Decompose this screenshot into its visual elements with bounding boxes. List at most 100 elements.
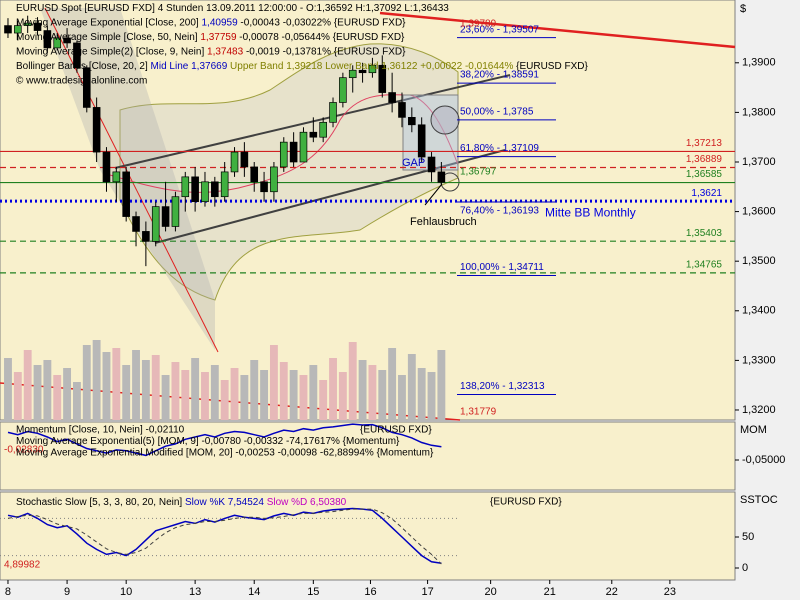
value-marker: -0,02830 bbox=[4, 445, 44, 456]
candle-body bbox=[23, 22, 32, 26]
level-note: Mitte BB Monthly bbox=[545, 205, 636, 219]
volume-bar bbox=[289, 370, 298, 420]
candle-body bbox=[368, 64, 377, 74]
volume-bar bbox=[269, 345, 278, 420]
x-tick-label: 23 bbox=[664, 586, 676, 598]
volume-bar bbox=[210, 365, 219, 420]
highlight-circle bbox=[430, 105, 460, 135]
candle-body bbox=[240, 151, 249, 168]
trend-line bbox=[379, 11, 736, 49]
volume-bar bbox=[319, 380, 328, 420]
volume-bar bbox=[388, 348, 397, 420]
candle-body bbox=[43, 30, 52, 49]
volume-bar bbox=[348, 342, 357, 420]
level-label: 1,36889 bbox=[686, 154, 723, 165]
panel-title-segment: Slow %D 6,50380 bbox=[264, 497, 347, 508]
volume-bar bbox=[398, 375, 406, 420]
volume-bar bbox=[358, 360, 367, 420]
volume-bar bbox=[407, 354, 416, 420]
level-label: 1,34765 bbox=[686, 259, 723, 270]
candle-body bbox=[378, 64, 387, 93]
candle-body bbox=[309, 131, 318, 138]
x-tick-label: 17 bbox=[421, 586, 433, 598]
candle-body bbox=[201, 181, 209, 203]
y-tick-label: 50 bbox=[742, 531, 754, 543]
candle-body bbox=[211, 181, 219, 198]
candle-body bbox=[92, 107, 101, 153]
fib-label: 76,40% - 1,36193 bbox=[460, 206, 539, 217]
header-line: Bollinger Bands [Close, 20, 2] Mid Line … bbox=[16, 61, 588, 72]
volume-bar bbox=[53, 375, 62, 420]
candle-body bbox=[33, 22, 42, 31]
candle-body bbox=[230, 151, 239, 173]
candle-body bbox=[53, 37, 62, 49]
panel-source: {EURUSD FXD} bbox=[360, 425, 432, 436]
volume-bar bbox=[4, 358, 12, 420]
candle-body bbox=[191, 176, 199, 203]
value-marker: 4,89982 bbox=[4, 560, 41, 571]
y-tick-label: 1,3600 bbox=[742, 205, 776, 217]
candle-body bbox=[82, 67, 91, 108]
indicator-line bbox=[7, 508, 442, 565]
header-segment: -0,0019 -0,13781% {EURUSD FXD} bbox=[243, 46, 406, 57]
fib-label: 23,60% - 1,39507 bbox=[460, 24, 539, 35]
volume-bar bbox=[191, 358, 200, 420]
candle-body bbox=[220, 171, 229, 198]
y-tick-label: 1,3400 bbox=[742, 305, 776, 317]
candle-body bbox=[289, 141, 298, 163]
candle-body bbox=[181, 176, 190, 198]
candle-body bbox=[171, 196, 180, 227]
volume-bar bbox=[329, 358, 337, 420]
header-line: © www.tradesignalonline.com bbox=[16, 75, 147, 86]
candle-body bbox=[151, 206, 160, 242]
y-tick-label: 1,3700 bbox=[742, 156, 776, 168]
candle-body bbox=[250, 166, 259, 183]
price-label: 1,31779 bbox=[460, 407, 497, 418]
stochastic-panel bbox=[0, 491, 736, 581]
annotation: GAP bbox=[402, 157, 425, 169]
header-segment: Lower Band 1,36122 +0,00022 -0,01644% bbox=[322, 61, 513, 72]
y-tick-label: 0 bbox=[742, 562, 748, 574]
candle-body bbox=[408, 117, 416, 126]
momentum-panel bbox=[0, 421, 736, 491]
volume-bar bbox=[417, 368, 426, 420]
candle-body bbox=[437, 171, 446, 183]
x-tick-label: 15 bbox=[307, 586, 319, 598]
volume-bar bbox=[63, 368, 72, 420]
header-segment: -0,00043 -0,03022% {EURUSD FXD} bbox=[238, 17, 407, 28]
level-label: 1,37213 bbox=[686, 138, 723, 149]
candle-body bbox=[329, 102, 337, 123]
header-line: Moving Average Exponential [Close, 200] … bbox=[16, 17, 406, 28]
header-segment: 1,40959 bbox=[202, 17, 239, 28]
price-label: 1,36797 bbox=[460, 167, 497, 178]
header-segment: {EURUSD FXD} bbox=[513, 61, 588, 72]
y-tick-label: 1,3300 bbox=[742, 354, 776, 366]
volume-bar bbox=[122, 365, 131, 420]
volume-bar bbox=[82, 345, 91, 420]
candle-body bbox=[112, 171, 121, 183]
candle-body bbox=[142, 231, 150, 242]
header-segment: EURUSD Spot [EURUSD FXD] 4 Stunden 13.09… bbox=[16, 3, 449, 14]
candle-body bbox=[319, 121, 327, 138]
volume-bar bbox=[427, 372, 436, 420]
volume-bar bbox=[338, 372, 347, 420]
candle-body bbox=[73, 42, 81, 69]
level-label: 1,36585 bbox=[686, 169, 723, 180]
volume-bar bbox=[112, 348, 121, 420]
volume-bar bbox=[181, 370, 190, 420]
header-segment: 1,37759 bbox=[200, 32, 237, 43]
volume-bar bbox=[13, 372, 22, 420]
candle-body bbox=[339, 77, 347, 103]
volume-bar bbox=[141, 360, 150, 420]
panel-title: Moving Average Exponential Modified [MOM… bbox=[16, 448, 434, 459]
candle-body bbox=[63, 37, 71, 44]
candle-body bbox=[398, 102, 406, 118]
header-segment: 1,37483 bbox=[207, 46, 244, 57]
x-tick-label: 22 bbox=[606, 586, 618, 598]
header-line: Moving Average Simple(2) [Close, 9, Nein… bbox=[16, 46, 406, 57]
volume-bar bbox=[368, 365, 377, 420]
volume-bar bbox=[220, 380, 229, 420]
fib-label: 38,20% - 1,38591 bbox=[460, 70, 539, 81]
x-tick-label: 9 bbox=[64, 586, 70, 598]
